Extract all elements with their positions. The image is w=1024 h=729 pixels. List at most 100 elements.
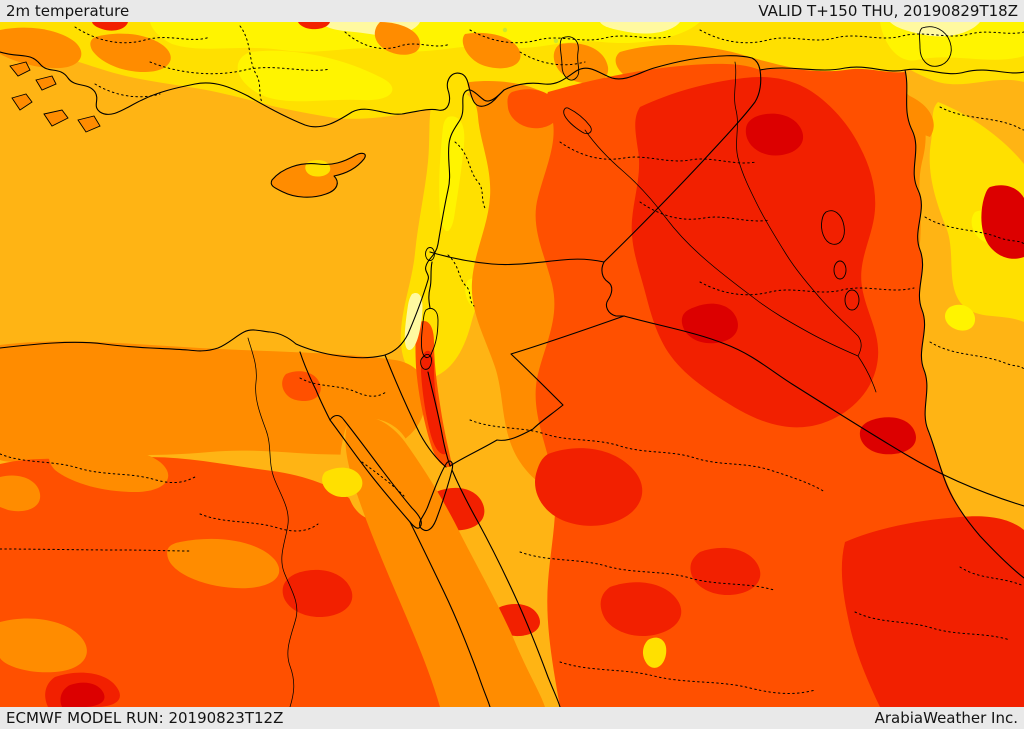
jordan-saudi-border [449, 315, 625, 467]
temp-region [0, 618, 87, 673]
admin-boundary [344, 31, 451, 49]
island [9, 61, 31, 77]
admin-boundary [699, 29, 1024, 44]
temp-region [859, 417, 916, 455]
syria-iraq-border [603, 69, 762, 263]
admin-boundary [469, 419, 826, 493]
temp-region [237, 50, 393, 102]
temp-region [150, 22, 700, 52]
saudi-red-sea-coastline [451, 469, 561, 707]
lake-outline [425, 247, 435, 261]
temp-region [841, 516, 1024, 707]
temp-region [944, 304, 976, 331]
suez-canal-line [299, 351, 331, 421]
admin-boundary [929, 341, 1024, 370]
admin-boundary [959, 566, 1024, 587]
temp-region [345, 416, 545, 707]
temp-region [322, 467, 363, 498]
red-layer [45, 22, 1024, 707]
temp-region [60, 682, 105, 707]
admin-boundaries-layer [0, 25, 1024, 694]
island [43, 109, 69, 127]
valid-time-label: VALID T+150 THU, 20190829T18Z [758, 2, 1018, 20]
jordan-rift-line [427, 261, 451, 467]
jordan-iraq-hiccup-border [601, 261, 625, 317]
cyprus-outline [270, 152, 366, 198]
admin-boundary [149, 61, 331, 75]
admin-boundary [299, 377, 387, 397]
nile-river [247, 337, 298, 707]
admin-boundary [74, 26, 211, 44]
temp-region [421, 350, 446, 455]
temp-region [0, 475, 41, 512]
temp-region [298, 22, 330, 30]
lake-outline [559, 36, 580, 81]
header-bar: 2m temperature VALID T+150 THU, 20190829… [0, 0, 1024, 22]
temperature-map-image [0, 22, 1024, 707]
lake-outline [833, 260, 847, 280]
temp-region [167, 538, 280, 589]
temp-region [600, 22, 680, 34]
admin-boundary [519, 551, 775, 591]
admin-boundary [939, 106, 1024, 131]
temp-region [690, 547, 761, 596]
temp-region [502, 27, 508, 33]
lake-outline [821, 210, 845, 245]
temp-region [535, 448, 643, 526]
admin-boundary [361, 461, 405, 497]
temp-region [49, 444, 169, 492]
gulf-of-aqaba-outline [419, 460, 454, 532]
admin-boundary [559, 141, 757, 164]
island [35, 75, 57, 91]
admin-boundary [519, 51, 586, 66]
lake-outline [563, 107, 592, 135]
temp-region [890, 22, 980, 37]
temp-region [0, 27, 82, 69]
iraq-saudi-border [623, 315, 1024, 507]
islands-layer [9, 61, 101, 133]
island [11, 93, 33, 111]
lake-outline [919, 26, 952, 67]
lake-outline [420, 308, 439, 359]
country-borders-layer [0, 51, 1024, 707]
admin-boundary [559, 661, 816, 694]
euphrates-river [584, 129, 859, 357]
levant-egypt-coastline [0, 89, 505, 359]
admin-boundary [239, 25, 263, 103]
credit-label: ArabiaWeather Inc. [874, 709, 1018, 727]
admin-boundary [199, 513, 319, 532]
temp-region [374, 22, 421, 55]
temp-region [305, 159, 331, 177]
turkey-syria-border [503, 55, 761, 91]
gulf-of-suez-outline [329, 414, 422, 529]
iraq-iran-border [904, 69, 1024, 579]
temp-region [631, 76, 879, 428]
model-run-label: ECMWF MODEL RUN: 20190823T12Z [6, 709, 284, 727]
map-title: 2m temperature [6, 2, 130, 20]
admin-boundary [0, 548, 191, 552]
temp-region [282, 569, 353, 618]
egypt-red-sea-coastline [409, 521, 491, 707]
temp-region [600, 582, 682, 637]
syria-jordan-border [429, 251, 605, 266]
temp-region [745, 113, 804, 156]
map-area [0, 22, 1024, 707]
israel-egypt-border [384, 354, 447, 468]
temp-region [507, 89, 559, 129]
admin-boundary [924, 216, 1024, 245]
bright-yellow-layer [150, 22, 1024, 331]
footer-bar: ECMWF MODEL RUN: 20190823T12Z ArabiaWeat… [0, 707, 1024, 729]
lake-outline [844, 289, 860, 311]
temp-region [0, 341, 427, 462]
cool-highlight-layer [0, 27, 667, 707]
temp-region [681, 303, 738, 344]
island [77, 115, 101, 133]
temp-region [642, 637, 667, 668]
temp-region [553, 38, 559, 44]
turkey-coastline [0, 51, 505, 128]
temp-region [92, 22, 128, 31]
lakes-layer [420, 26, 952, 370]
admin-boundary [639, 201, 771, 222]
admin-boundary [0, 453, 196, 484]
